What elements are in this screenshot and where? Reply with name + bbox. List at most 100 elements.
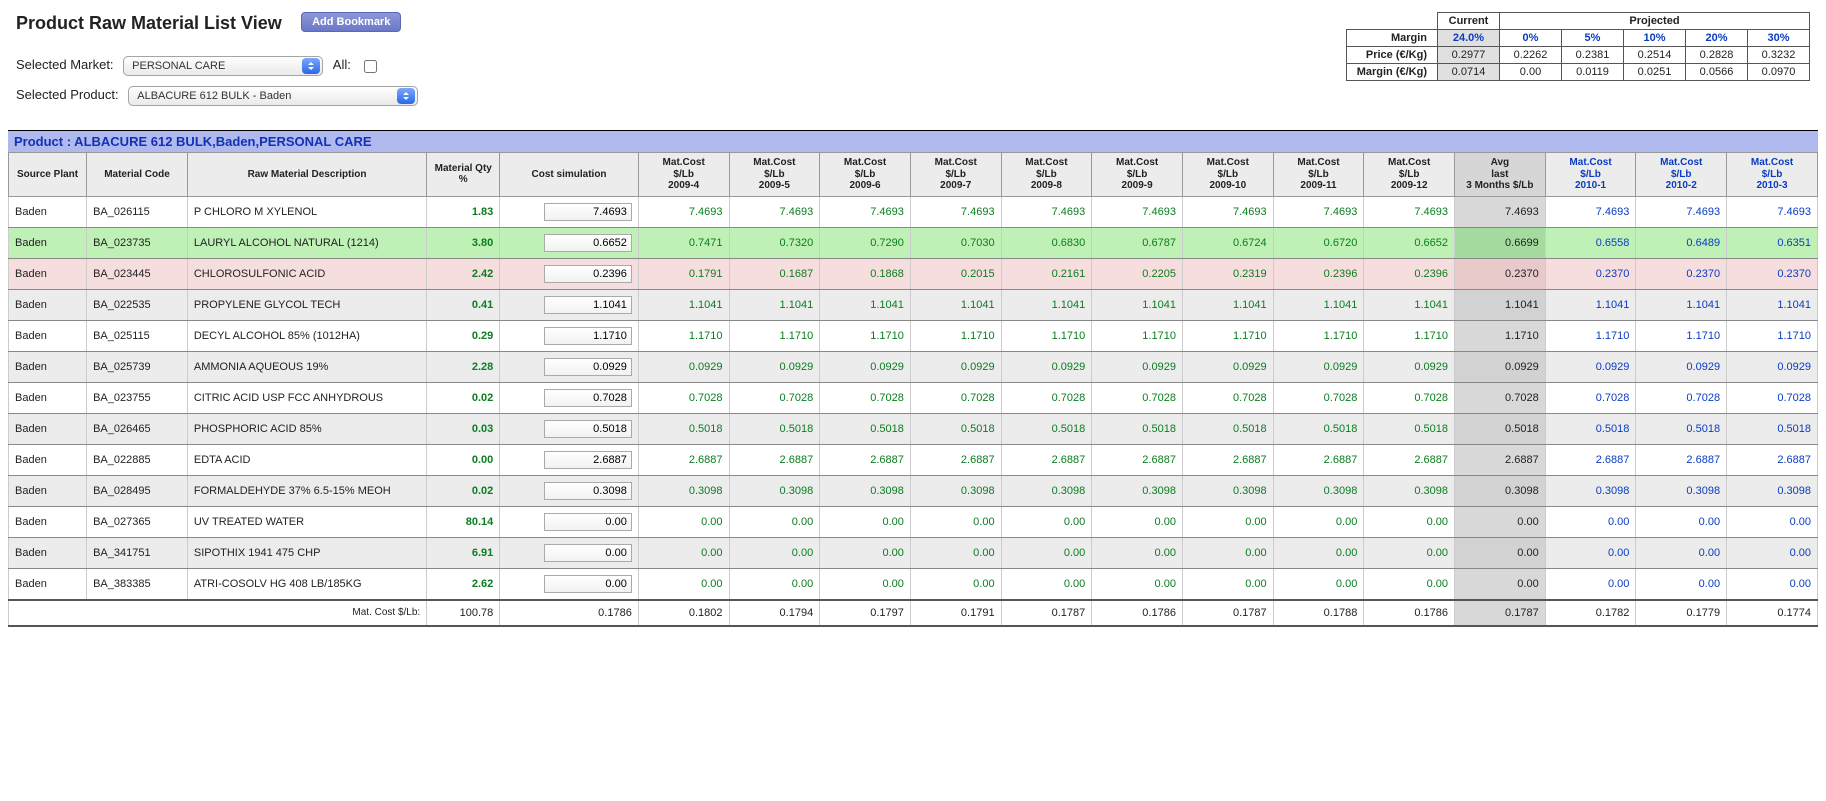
cell-month-1: 0.00: [729, 506, 820, 537]
cost-simulation-input[interactable]: [544, 482, 632, 500]
row-margineur-p5: 0.0119: [1562, 64, 1624, 81]
col-month-2[interactable]: Mat.Cost$/Lb2009-6: [820, 153, 911, 197]
cell-desc: PHOSPHORIC ACID 85%: [187, 413, 426, 444]
cost-simulation-input[interactable]: [544, 358, 632, 376]
footer-future-1: 0.1779: [1636, 600, 1727, 626]
cell-month-4: 0.00: [1001, 537, 1092, 568]
all-label: All:: [333, 57, 351, 72]
col-month-5[interactable]: Mat.Cost$/Lb2009-9: [1092, 153, 1183, 197]
cell-sim: [500, 444, 639, 475]
cell-qty: 0.03: [427, 413, 500, 444]
cell-qty: 6.91: [427, 537, 500, 568]
footer-month-8: 0.1786: [1364, 600, 1455, 626]
table-row: BadenBA_341751SIPOTHIX 1941 475 CHP6.910…: [9, 537, 1818, 568]
cost-simulation-input[interactable]: [544, 420, 632, 438]
cell-qty: 0.41: [427, 289, 500, 320]
add-bookmark-button[interactable]: Add Bookmark: [301, 12, 401, 32]
cost-simulation-input[interactable]: [544, 575, 632, 593]
col-sim[interactable]: Cost simulation: [500, 153, 639, 197]
cell-month-5: 0.00: [1092, 506, 1183, 537]
cell-future-2: 0.00: [1727, 537, 1818, 568]
cell-month-6: 0.3098: [1182, 475, 1273, 506]
cost-simulation-input[interactable]: [544, 203, 632, 221]
cell-month-7: 7.4693: [1273, 196, 1364, 227]
col-future-2[interactable]: Mat.Cost$/Lb2010-3: [1727, 153, 1818, 197]
cost-simulation-input[interactable]: [544, 265, 632, 283]
cell-month-2: 0.00: [820, 537, 911, 568]
col-month-6[interactable]: Mat.Cost$/Lb2009-10: [1182, 153, 1273, 197]
row-margineur-p30: 0.0970: [1748, 64, 1810, 81]
cell-month-1: 1.1041: [729, 289, 820, 320]
cell-month-7: 0.2396: [1273, 258, 1364, 289]
cell-month-2: 0.00: [820, 568, 911, 600]
cell-month-7: 0.0929: [1273, 351, 1364, 382]
col-future-1[interactable]: Mat.Cost$/Lb2010-2: [1636, 153, 1727, 197]
cell-avg: 2.6887: [1455, 444, 1546, 475]
footer-sim-total: 0.1786: [500, 600, 639, 626]
cell-future-0: 0.00: [1545, 537, 1636, 568]
cell-month-4: 0.7028: [1001, 382, 1092, 413]
cell-month-3: 0.3098: [910, 475, 1001, 506]
cell-plant: Baden: [9, 413, 87, 444]
cost-simulation-input[interactable]: [544, 327, 632, 345]
table-row: BadenBA_383385ATRI-COSOLV HG 408 LB/185K…: [9, 568, 1818, 600]
cell-desc: ATRI-COSOLV HG 408 LB/185KG: [187, 568, 426, 600]
col-month-4[interactable]: Mat.Cost$/Lb2009-8: [1001, 153, 1092, 197]
cell-future-0: 1.1710: [1545, 320, 1636, 351]
cell-month-7: 0.7028: [1273, 382, 1364, 413]
cost-simulation-input[interactable]: [544, 234, 632, 252]
cell-month-4: 0.5018: [1001, 413, 1092, 444]
cell-future-2: 0.7028: [1727, 382, 1818, 413]
cell-month-5: 0.6787: [1092, 227, 1183, 258]
col-avg[interactable]: Avglast3 Months $/Lb: [1455, 153, 1546, 197]
market-select[interactable]: PERSONAL CARE: [123, 56, 323, 76]
cell-month-6: 0.7028: [1182, 382, 1273, 413]
col-desc[interactable]: Raw Material Description: [187, 153, 426, 197]
cell-month-0: 7.4693: [638, 196, 729, 227]
cell-qty: 0.02: [427, 475, 500, 506]
cell-avg: 7.4693: [1455, 196, 1546, 227]
cost-simulation-input[interactable]: [544, 296, 632, 314]
cost-simulation-input[interactable]: [544, 544, 632, 562]
cell-desc: PROPYLENE GLYCOL TECH: [187, 289, 426, 320]
cost-simulation-input[interactable]: [544, 389, 632, 407]
margin-projected-header: Projected: [1500, 13, 1810, 30]
cell-code: BA_027365: [87, 506, 188, 537]
cell-sim: [500, 475, 639, 506]
cell-future-1: 0.6489: [1636, 227, 1727, 258]
cell-month-4: 0.3098: [1001, 475, 1092, 506]
col-month-7[interactable]: Mat.Cost$/Lb2009-11: [1273, 153, 1364, 197]
cell-avg: 0.6699: [1455, 227, 1546, 258]
footer-label: Mat. Cost $/Lb:: [9, 600, 427, 626]
cost-simulation-input[interactable]: [544, 451, 632, 469]
col-month-8[interactable]: Mat.Cost$/Lb2009-12: [1364, 153, 1455, 197]
col-month-0[interactable]: Mat.Cost$/Lb2009-4: [638, 153, 729, 197]
cell-month-8: 2.6887: [1364, 444, 1455, 475]
cell-desc: AMMONIA AQUEOUS 19%: [187, 351, 426, 382]
cell-month-7: 2.6887: [1273, 444, 1364, 475]
cell-month-5: 1.1710: [1092, 320, 1183, 351]
cell-month-3: 0.00: [910, 537, 1001, 568]
cell-future-2: 1.1710: [1727, 320, 1818, 351]
col-month-3[interactable]: Mat.Cost$/Lb2009-7: [910, 153, 1001, 197]
cell-month-0: 0.7471: [638, 227, 729, 258]
market-select-value: PERSONAL CARE: [132, 60, 237, 72]
col-future-0[interactable]: Mat.Cost$/Lb2010-1: [1545, 153, 1636, 197]
row-margin-p20: 20%: [1686, 30, 1748, 47]
cost-simulation-input[interactable]: [544, 513, 632, 531]
cell-month-5: 1.1041: [1092, 289, 1183, 320]
cell-future-2: 1.1041: [1727, 289, 1818, 320]
row-margin-p0: 0%: [1500, 30, 1562, 47]
cell-future-0: 0.7028: [1545, 382, 1636, 413]
all-checkbox[interactable]: [364, 60, 377, 73]
col-qty[interactable]: Material Qty %: [427, 153, 500, 197]
cell-sim: [500, 413, 639, 444]
cell-month-8: 0.00: [1364, 506, 1455, 537]
col-month-1[interactable]: Mat.Cost$/Lb2009-5: [729, 153, 820, 197]
row-margin-p30: 30%: [1748, 30, 1810, 47]
product-select[interactable]: ALBACURE 612 BULK - Baden: [128, 86, 418, 106]
col-code[interactable]: Material Code: [87, 153, 188, 197]
cell-future-0: 0.0929: [1545, 351, 1636, 382]
cell-month-1: 0.00: [729, 568, 820, 600]
col-plant[interactable]: Source Plant: [9, 153, 87, 197]
